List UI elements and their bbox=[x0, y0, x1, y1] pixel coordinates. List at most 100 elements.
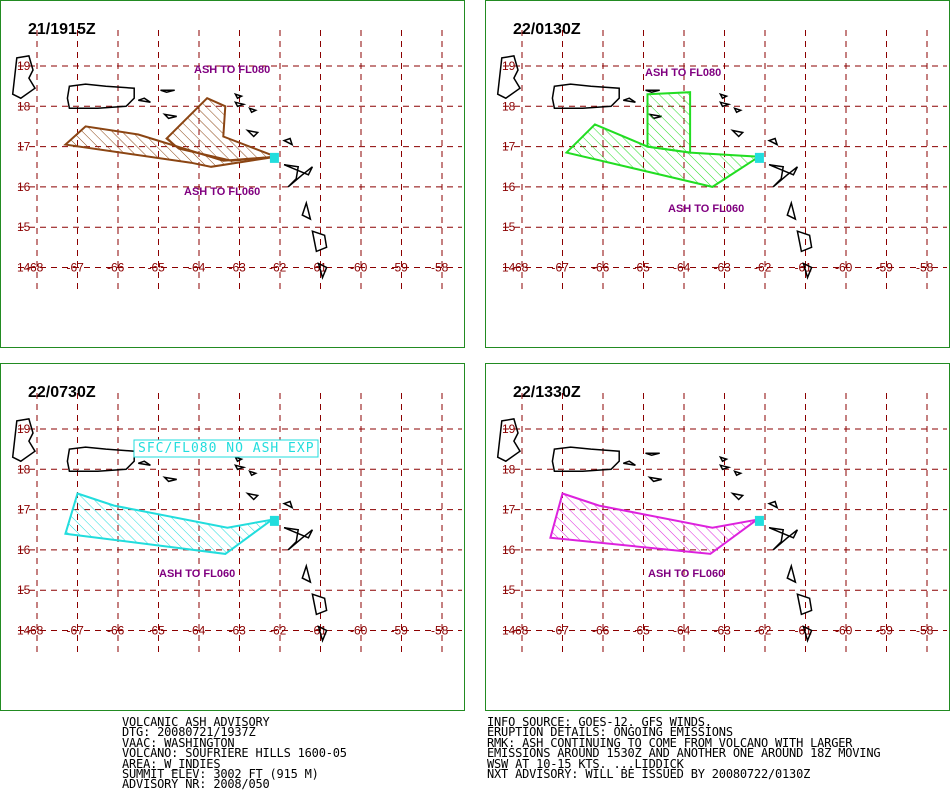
island-outline bbox=[718, 455, 729, 463]
island-outline bbox=[768, 163, 799, 188]
forecast-time-label: 22/0730Z bbox=[28, 384, 96, 401]
panel-border bbox=[0, 363, 465, 711]
lat-tick-label: 17 bbox=[17, 503, 31, 517]
ash-cloud-polygon bbox=[64, 492, 273, 555]
lat-tick-label: 18 bbox=[17, 99, 31, 113]
lat-lon-grid bbox=[503, 30, 947, 290]
lon-tick-label: -59 bbox=[876, 624, 894, 638]
panel-border bbox=[0, 0, 465, 348]
island-outline bbox=[802, 262, 813, 280]
lon-tick-label: -60 bbox=[835, 624, 853, 638]
lon-tick-label: -68 bbox=[511, 624, 529, 638]
lon-tick-label: -67 bbox=[552, 261, 570, 275]
advisory-line: INFO SOURCE: GOES-12. GFS WINDS. bbox=[487, 715, 712, 729]
lat-tick-label: 15 bbox=[17, 220, 31, 234]
lat-lon-grid bbox=[18, 393, 462, 653]
lon-tick-label: -63 bbox=[714, 624, 732, 638]
lon-tick-label: -63 bbox=[714, 261, 732, 275]
island-outline bbox=[248, 107, 258, 114]
lat-tick-label: 15 bbox=[17, 583, 31, 597]
lon-tick-label: -65 bbox=[148, 624, 166, 638]
lat-tick-label: 16 bbox=[17, 543, 31, 557]
lon-tick-label: -64 bbox=[673, 261, 691, 275]
ash-level-label: SFC/FL080 NO ASH EXP bbox=[138, 441, 315, 456]
lon-tick-label: -65 bbox=[633, 624, 651, 638]
lon-tick-label: -58 bbox=[431, 624, 449, 638]
lat-tick-label: 15 bbox=[502, 220, 516, 234]
lon-tick-label: -66 bbox=[592, 624, 610, 638]
island-outline bbox=[233, 92, 244, 100]
island-outline bbox=[317, 625, 328, 643]
island-outline bbox=[301, 200, 312, 221]
island-outline bbox=[767, 500, 779, 510]
island-outline bbox=[283, 526, 314, 551]
lon-tick-label: -67 bbox=[67, 261, 85, 275]
map-panel-3: 19 18 17 16 15 14-68 -67 -66 -65 -64 -63 -62 -61 -60 -… bbox=[0, 363, 465, 711]
lat-tick-label: 19 bbox=[17, 422, 31, 436]
island-outline bbox=[623, 460, 636, 467]
volcano-marker-icon bbox=[269, 152, 279, 163]
island-outline bbox=[11, 55, 37, 100]
island-outline bbox=[162, 113, 177, 120]
lon-tick-label: -59 bbox=[391, 624, 409, 638]
island-outline bbox=[496, 418, 522, 463]
advisory-line: NXT ADVISORY: WILL BE ISSUED BY 20080722… bbox=[487, 766, 811, 781]
island-outline bbox=[162, 476, 177, 483]
island-outline bbox=[786, 563, 797, 584]
map-panel-4: 19 18 17 16 15 14-68 -67 -66 -65 -64 -63 -62 -61 -60 -… bbox=[485, 363, 950, 711]
lon-tick-label: -58 bbox=[916, 624, 934, 638]
lat-tick-label: 16 bbox=[502, 543, 516, 557]
island-outline bbox=[733, 470, 743, 477]
lon-tick-label: -60 bbox=[350, 624, 368, 638]
island-outline bbox=[138, 97, 151, 104]
island-outline bbox=[245, 492, 260, 501]
island-outline bbox=[645, 452, 660, 456]
lon-tick-label: -64 bbox=[188, 261, 206, 275]
lat-tick-label: 19 bbox=[502, 59, 516, 73]
lon-tick-label: -64 bbox=[188, 624, 206, 638]
island-outline bbox=[768, 526, 799, 551]
lat-tick-label: 19 bbox=[17, 59, 31, 73]
lat-tick-label: 14 bbox=[502, 624, 516, 638]
advisory-line: AREA: W_INDIES bbox=[122, 756, 221, 771]
island-outline bbox=[138, 460, 151, 467]
lon-tick-label: -61 bbox=[795, 261, 813, 275]
lon-tick-label: -63 bbox=[229, 261, 247, 275]
island-outline bbox=[623, 97, 636, 104]
volcano-marker-icon bbox=[269, 515, 279, 526]
lon-tick-label: -63 bbox=[229, 624, 247, 638]
ash-level-label: ASH TO FL080 bbox=[645, 67, 721, 79]
lon-tick-label: -65 bbox=[633, 261, 651, 275]
island-outline bbox=[233, 101, 247, 108]
island-outline bbox=[245, 129, 260, 138]
advisory-line: VOLCANO: SOUFRIERE HILLS 1600-05 bbox=[122, 746, 347, 761]
forecast-time-label: 21/1915Z bbox=[28, 21, 96, 38]
lat-lon-grid bbox=[503, 393, 947, 653]
lon-tick-label: -61 bbox=[310, 261, 328, 275]
lon-tick-label: -64 bbox=[673, 624, 691, 638]
forecast-time-label: 22/0130Z bbox=[513, 21, 581, 38]
lat-tick-label: 16 bbox=[502, 180, 516, 194]
island-outline bbox=[802, 625, 813, 643]
lat-tick-label: 16 bbox=[17, 180, 31, 194]
lon-tick-label: -62 bbox=[754, 261, 772, 275]
lat-tick-label: 18 bbox=[17, 462, 31, 476]
ash-cloud-polygon bbox=[564, 123, 762, 188]
ash-level-label: ASH TO FL060 bbox=[648, 568, 724, 580]
map-panel-1: 19 18 17 16 15 14-68 -67 -66 -65 -64 -63 -62 -61 -60 -… bbox=[0, 0, 465, 348]
lat-tick-label: 18 bbox=[502, 462, 516, 476]
lon-tick-label: -59 bbox=[876, 261, 894, 275]
island-outline bbox=[730, 129, 745, 138]
lon-tick-label: -67 bbox=[552, 624, 570, 638]
advisory-line: ADVISORY NR: 2008/050 bbox=[122, 777, 270, 792]
advisory-line: SUMMIT ELEV: 3002 FT (915 M) bbox=[122, 766, 319, 781]
volcano-marker-icon bbox=[754, 515, 764, 526]
lat-tick-label: 19 bbox=[502, 422, 516, 436]
island-outline bbox=[786, 200, 797, 221]
forecast-time-label: 22/1330Z bbox=[513, 384, 581, 401]
lon-tick-label: -59 bbox=[391, 261, 409, 275]
lon-tick-label: -61 bbox=[795, 624, 813, 638]
lon-tick-label: -68 bbox=[511, 261, 529, 275]
advisory-header-block: VOLCANIC ASH ADVISORY DTG: 20080721/1937Z… bbox=[122, 716, 347, 792]
island-outline bbox=[551, 83, 620, 110]
